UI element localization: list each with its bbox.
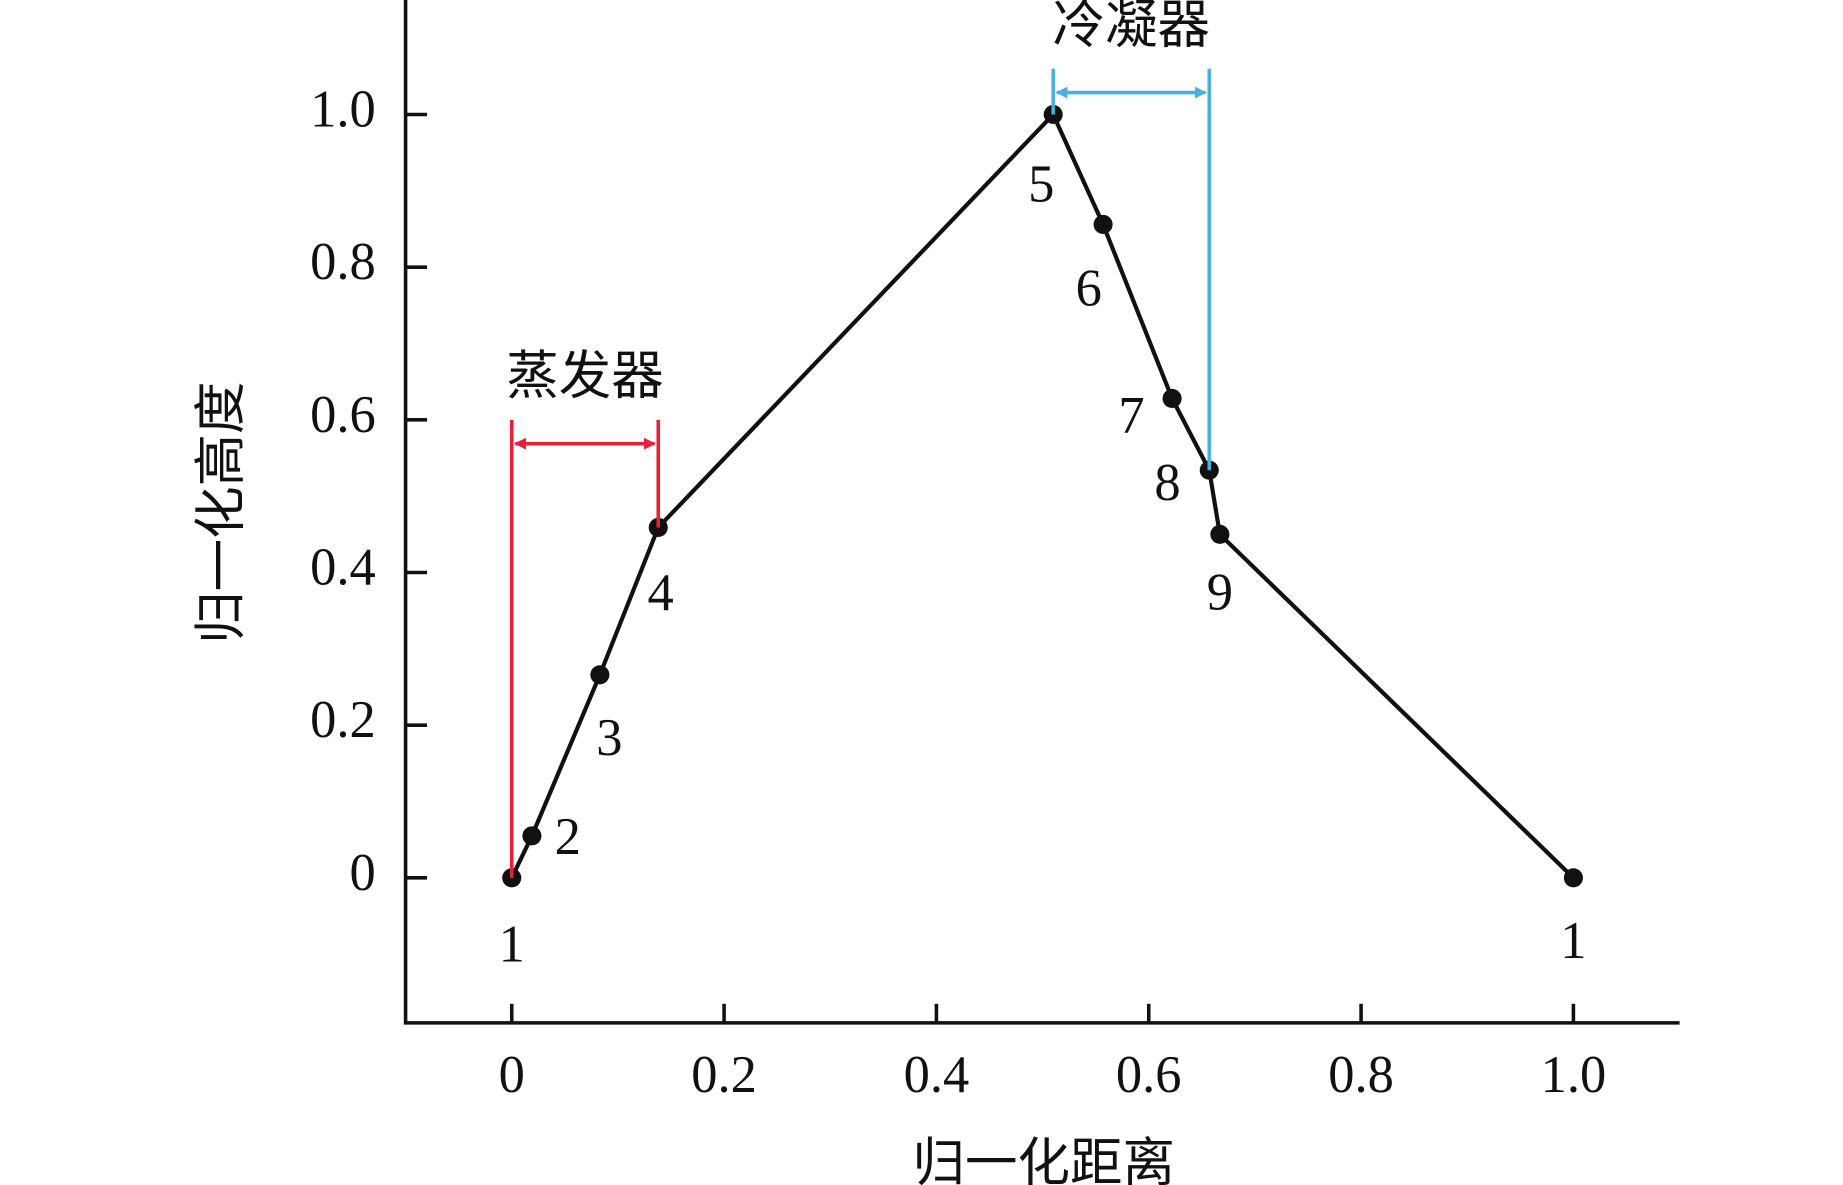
y-tick-label: 0 bbox=[350, 844, 376, 902]
axes bbox=[403, 0, 1680, 1025]
x-tick-label: 1.0 bbox=[1541, 1046, 1607, 1104]
point-label: 5 bbox=[1028, 156, 1054, 214]
y-tick-label: 0.2 bbox=[310, 691, 376, 749]
line bbox=[509, 110, 1575, 880]
x-tick-label: 0.2 bbox=[691, 1046, 757, 1104]
point-label: 3 bbox=[596, 709, 622, 767]
point-label: 7 bbox=[1118, 387, 1144, 445]
point bbox=[1093, 214, 1113, 234]
x-axis-label: 归一化距离 bbox=[913, 1134, 1175, 1185]
x-tick-label: 0.6 bbox=[1116, 1046, 1182, 1104]
annotation-label: 冷凝器 bbox=[1052, 0, 1209, 55]
point-label: 9 bbox=[1207, 564, 1233, 622]
point-label: 8 bbox=[1154, 454, 1180, 512]
x-tick-label: 0.4 bbox=[904, 1046, 970, 1104]
y-tick-label: 1.0 bbox=[310, 81, 376, 139]
x-tick-label: 0 bbox=[499, 1046, 525, 1104]
point bbox=[590, 665, 610, 685]
point bbox=[1210, 524, 1230, 544]
x-tick-label: 0.8 bbox=[1328, 1046, 1394, 1104]
point bbox=[648, 517, 668, 538]
annotation-label: 蒸发器 bbox=[506, 348, 663, 406]
point bbox=[1563, 868, 1583, 888]
point-label: 1 bbox=[1560, 912, 1586, 970]
point bbox=[1162, 388, 1182, 408]
point-label: 4 bbox=[648, 564, 674, 622]
y-tick-label: 0.8 bbox=[310, 233, 376, 291]
y-tick-label: 0.6 bbox=[310, 386, 376, 444]
y-tick-label: 0.4 bbox=[310, 539, 376, 597]
point bbox=[522, 826, 542, 846]
y-axis-label: 归一化高度 bbox=[193, 381, 251, 643]
point-label: 2 bbox=[555, 808, 581, 866]
point-label: 1 bbox=[499, 915, 525, 973]
point-label: 6 bbox=[1076, 260, 1102, 318]
